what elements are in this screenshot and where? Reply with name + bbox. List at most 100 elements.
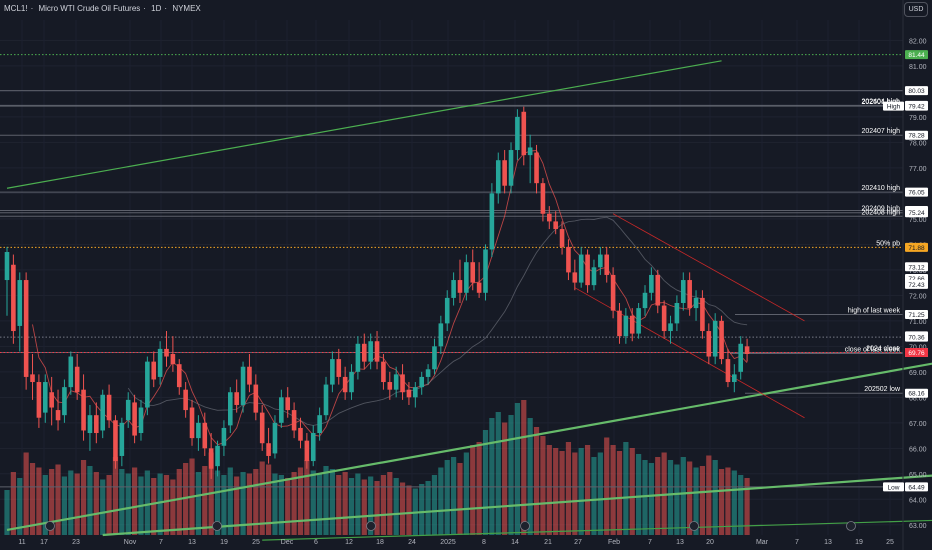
event-marker-icon[interactable] [212,521,222,531]
candle-body[interactable] [687,280,692,309]
candle-body[interactable] [361,343,367,362]
candle-body[interactable] [521,111,527,156]
candle-body[interactable] [145,361,150,408]
candle-body[interactable] [285,397,291,411]
candle-body[interactable] [598,254,603,268]
candle-body[interactable] [655,274,661,306]
event-marker-icon[interactable] [366,521,376,531]
candle-body[interactable] [11,264,16,332]
candle-body[interactable] [113,420,118,462]
candle-body[interactable] [62,387,67,416]
candle-body[interactable] [221,427,227,446]
candle-body[interactable] [259,412,265,444]
candle-body[interactable] [157,348,163,377]
candle-body[interactable] [330,359,335,385]
candle-body[interactable] [502,160,507,186]
candle-body[interactable] [732,374,737,383]
candle-body[interactable] [132,402,137,436]
candle-body[interactable] [578,254,584,283]
candle-body[interactable] [342,376,348,393]
candle-body[interactable] [94,415,99,434]
candle-body[interactable] [355,343,361,372]
candle-body[interactable] [323,384,329,416]
candle-body[interactable] [381,361,386,383]
candle-body[interactable] [489,193,495,250]
candle-body[interactable] [700,297,705,332]
candle-body[interactable] [610,274,616,311]
candle-body[interactable] [406,389,412,398]
candle-body[interactable] [706,331,712,357]
candle-body[interactable] [604,254,610,275]
candle-body[interactable] [515,116,520,151]
candle-body[interactable] [87,415,93,434]
candle-body[interactable] [425,369,431,377]
candle-body[interactable] [680,280,686,303]
candle-body[interactable] [298,427,303,441]
time-axis[interactable]: 11 17 23 Nov 7 13 19 25 Dec 6 12 18 24 2025 8 14 21 27 Feb… [18,521,894,547]
candle-body[interactable] [215,445,220,467]
candle-body[interactable] [719,320,724,360]
candle-body[interactable] [23,280,29,377]
candle-body[interactable] [540,183,546,214]
event-marker-icon[interactable] [689,521,699,531]
candle-body[interactable] [559,229,565,247]
candle-body[interactable] [617,310,622,337]
candle-body[interactable] [17,280,23,326]
candle-body[interactable] [310,433,316,462]
event-marker-icon[interactable] [520,521,530,531]
candle-body[interactable] [81,389,86,431]
candle-body[interactable] [566,246,571,273]
currency-button[interactable]: USD [904,2,928,17]
candle-body[interactable] [36,382,42,418]
candle-body[interactable] [164,348,169,357]
candle-body[interactable] [68,356,74,388]
candle-body[interactable] [368,341,373,362]
candle-body[interactable] [553,221,558,230]
candle-body[interactable] [636,308,641,334]
candle-body[interactable] [476,282,482,293]
candle-body[interactable] [508,150,514,186]
candle-body[interactable] [336,359,342,377]
candle-body[interactable] [451,280,456,298]
candle-body[interactable] [661,305,667,332]
event-marker-icon[interactable] [45,521,55,531]
candle-body[interactable] [138,407,144,434]
candle-body[interactable] [413,387,418,398]
candlesticks[interactable] [4,106,750,479]
candle-body[interactable] [470,262,476,283]
candle-body[interactable] [240,366,246,405]
candle-body[interactable] [419,376,424,388]
candle-body[interactable] [725,359,731,383]
candle-body[interactable] [189,407,195,439]
candle-body[interactable] [100,394,105,431]
candle-body[interactable] [387,382,393,390]
candle-body[interactable] [253,384,259,413]
candle-body[interactable] [738,343,743,372]
candle-body[interactable] [272,422,278,454]
candle-body[interactable] [279,397,284,423]
candle-body[interactable] [744,346,750,354]
candle-body[interactable] [374,341,380,362]
candle-body[interactable] [234,392,239,405]
candle-body[interactable] [304,440,310,462]
candle-body[interactable] [693,297,699,309]
candle-body[interactable] [534,152,539,184]
candle-body[interactable] [649,274,654,293]
candle-body[interactable] [572,272,578,283]
candle-body[interactable] [444,297,450,324]
candle-body[interactable] [674,302,680,324]
candle-body[interactable] [55,410,61,421]
candle-body[interactable] [228,392,233,426]
candle-body[interactable] [457,280,463,293]
candle-body[interactable] [483,249,488,293]
candle-body[interactable] [623,315,629,337]
candle-body[interactable] [349,371,354,393]
candle-body[interactable] [400,374,405,393]
candle-body[interactable] [464,262,469,293]
candle-body[interactable] [125,399,131,421]
candle-body[interactable] [208,448,214,469]
candle-body[interactable] [591,267,597,286]
candle-body[interactable] [495,160,501,194]
candle-body[interactable] [393,374,399,390]
